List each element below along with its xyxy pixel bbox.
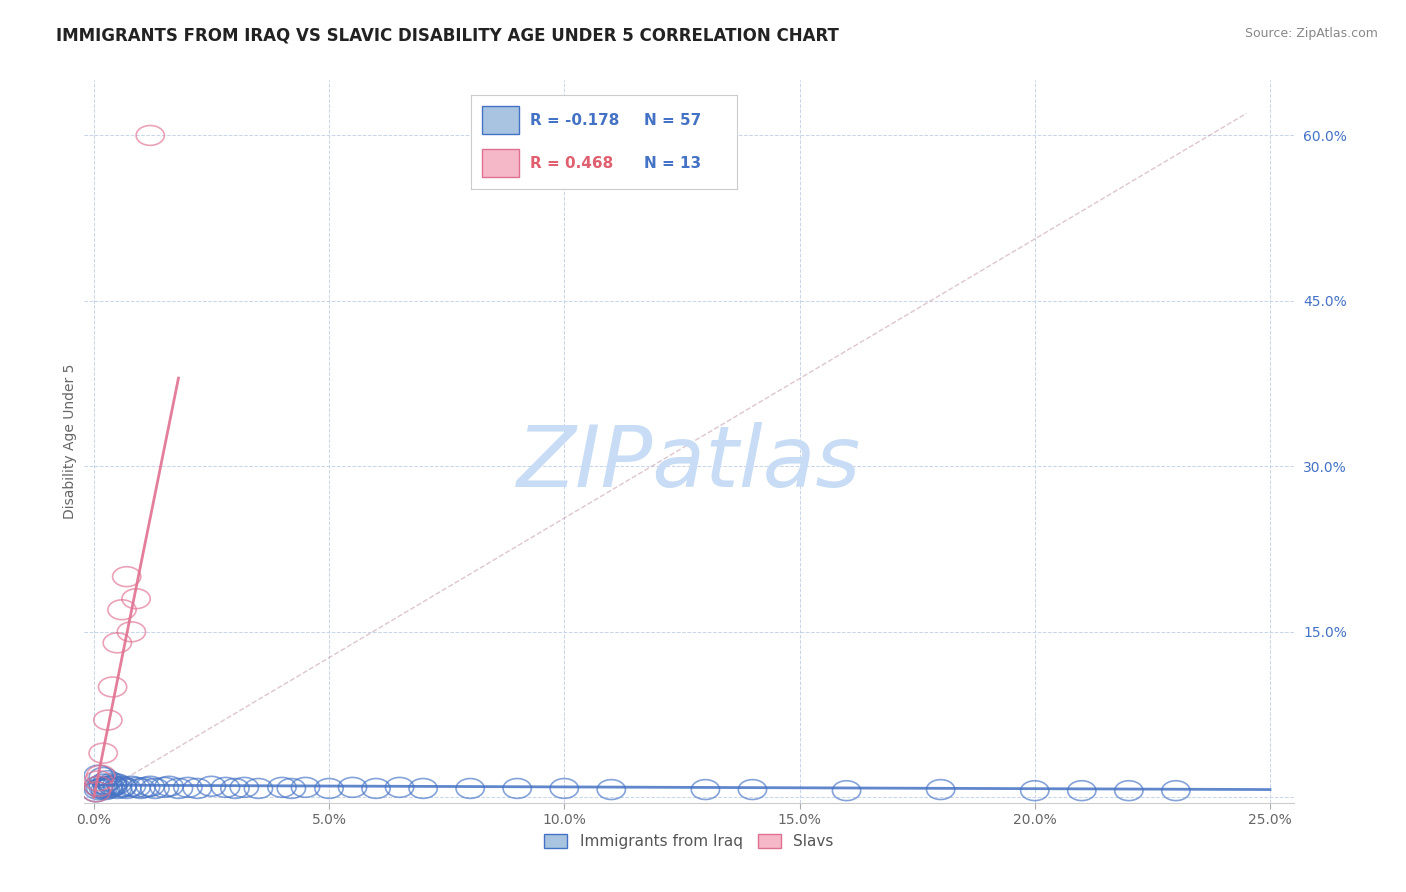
- Text: Source: ZipAtlas.com: Source: ZipAtlas.com: [1244, 27, 1378, 40]
- Text: IMMIGRANTS FROM IRAQ VS SLAVIC DISABILITY AGE UNDER 5 CORRELATION CHART: IMMIGRANTS FROM IRAQ VS SLAVIC DISABILIT…: [56, 27, 839, 45]
- Legend: Immigrants from Iraq, Slavs: Immigrants from Iraq, Slavs: [537, 826, 841, 856]
- Text: ZIPatlas: ZIPatlas: [517, 422, 860, 505]
- Y-axis label: Disability Age Under 5: Disability Age Under 5: [63, 364, 77, 519]
